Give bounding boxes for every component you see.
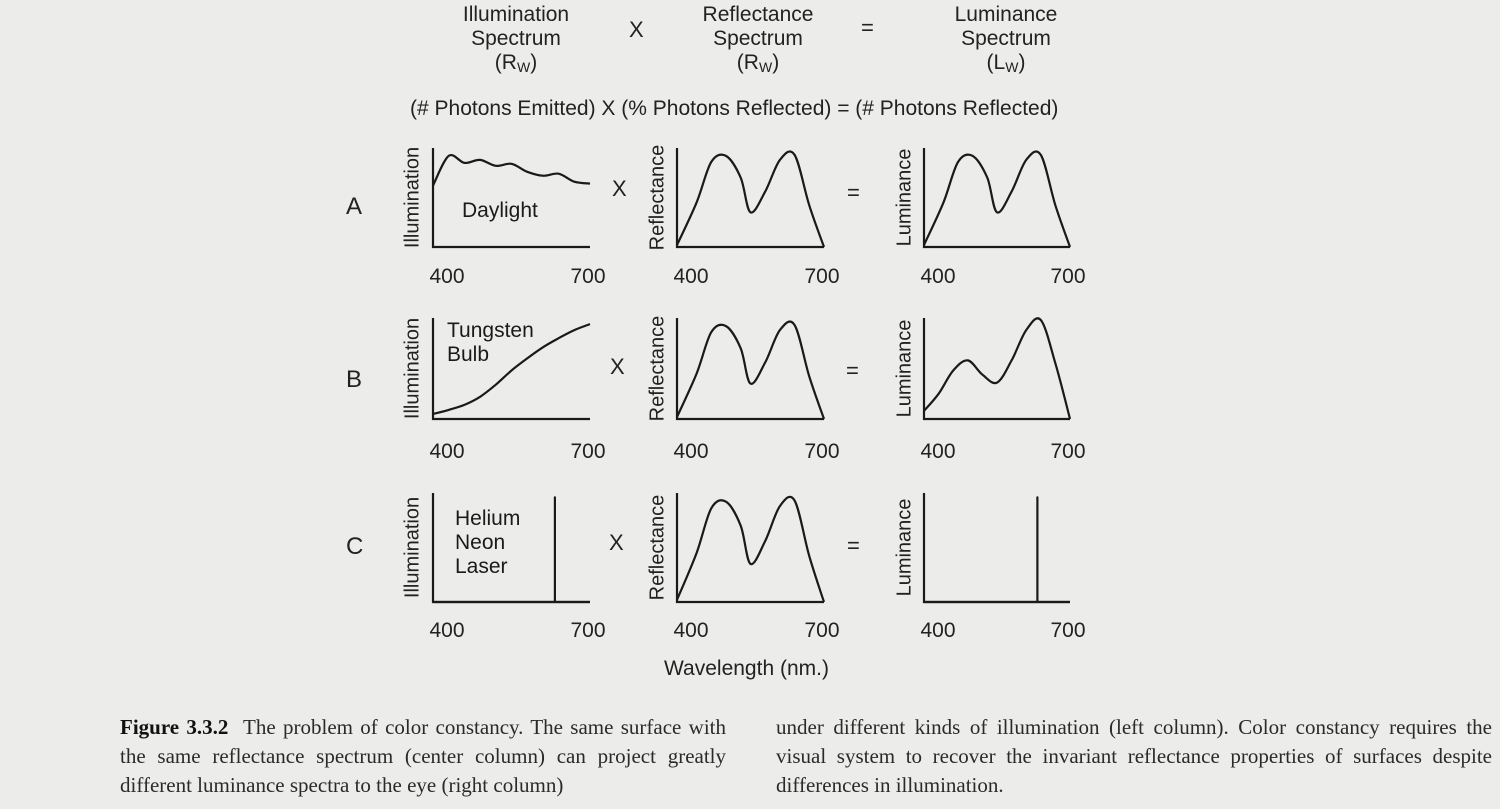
- axes-c-reflectance: [675, 493, 824, 604]
- row-b-equals-operator: =: [846, 358, 859, 383]
- annotation-laser: Laser: [455, 555, 508, 578]
- tick-max-b-luminance: 700: [1050, 440, 1085, 463]
- header-reflectance-spectrum: Reflectance Spectrum (RW): [672, 3, 844, 79]
- header-col2-line1: Reflectance: [702, 3, 814, 26]
- header-col2-symbol: (RW): [736, 51, 780, 75]
- annotation-tungsten: Tungsten: [447, 319, 534, 342]
- tick-max-c-luminance: 700: [1050, 619, 1085, 642]
- tick-min-b-reflectance: 400: [673, 440, 708, 463]
- panel-a-illumination: Illumination 400 700: [401, 147, 605, 288]
- figure-number: Figure 3.3.2: [120, 715, 229, 739]
- tick-min-b-illumination: 400: [429, 440, 464, 463]
- tick-max-c-illumination: 700: [570, 619, 605, 642]
- header-times-operator: X: [629, 17, 644, 42]
- y-label-c-luminance: Luminance: [893, 499, 915, 597]
- axes-a-luminance: [922, 148, 1070, 249]
- tick-min-c-luminance: 400: [920, 619, 955, 642]
- row-label-b: B: [346, 366, 363, 393]
- row-label-c: C: [346, 533, 364, 560]
- row-a-equals-operator: =: [847, 180, 860, 205]
- tick-min-a-reflectance: 400: [673, 265, 708, 288]
- row-label-a: A: [346, 193, 363, 220]
- figure-caption-right: under different kinds of illumination (l…: [776, 715, 1492, 797]
- caption-text-left: The problem of color constancy. The same…: [120, 715, 727, 797]
- x-axis-title: Wavelength (nm.): [664, 657, 829, 680]
- header-col1-symbol: (RW): [494, 51, 538, 75]
- tick-max-c-reflectance: 700: [804, 619, 839, 642]
- y-label-a-reflectance: Reflectance: [646, 145, 668, 251]
- axes-a-reflectance: [675, 148, 824, 249]
- tick-min-c-reflectance: 400: [673, 619, 708, 642]
- y-label-b-luminance: Luminance: [893, 320, 915, 418]
- row-c-times-operator: X: [609, 530, 624, 555]
- tick-min-a-luminance: 400: [920, 265, 955, 288]
- annotation-bulb: Bulb: [447, 343, 490, 366]
- annotation-helium-neon-laser: Helium Neon Laser: [455, 507, 520, 579]
- axes-b-reflectance: [675, 318, 824, 421]
- y-label-b-reflectance: Reflectance: [646, 316, 668, 422]
- header-col1-line1: Illumination: [462, 3, 570, 26]
- axes-c-luminance: [922, 493, 1070, 604]
- annotation-neon: Neon: [455, 531, 506, 554]
- curve-c-illumination: [433, 496, 590, 604]
- tick-min-b-luminance: 400: [920, 440, 955, 463]
- y-label-a-illumination: Illumination: [401, 147, 423, 248]
- annotation-tungsten-bulb: Tungsten Bulb: [447, 319, 534, 367]
- curve-a-luminance: [922, 150, 1072, 248]
- header-col3-line1: Luminance: [954, 3, 1058, 26]
- row-c-equals-operator: =: [847, 533, 860, 558]
- axes-b-illumination: [431, 318, 590, 421]
- tick-min-a-illumination: 400: [429, 265, 464, 288]
- header-col1-line2: Spectrum: [471, 27, 561, 50]
- tick-max-a-reflectance: 700: [804, 265, 839, 288]
- header-col3-line2: Spectrum: [961, 27, 1051, 50]
- curve-b-luminance: [923, 317, 1072, 420]
- curve-c-reflectance: [675, 495, 826, 603]
- tick-min-c-illumination: 400: [429, 619, 464, 642]
- curve-b-reflectance: [675, 320, 826, 420]
- header-equals-operator: =: [861, 15, 874, 40]
- tick-max-b-illumination: 700: [570, 440, 605, 463]
- y-label-a-luminance: Luminance: [893, 149, 915, 247]
- row-a-times-operator: X: [612, 176, 627, 201]
- figure-caption-left: Figure 3.3.2 The problem of color consta…: [120, 713, 726, 800]
- header-col3-symbol: (LW): [986, 51, 1026, 75]
- y-label-b-illumination: Illumination: [401, 318, 423, 419]
- panel-b-illumination: Illumination 400 700: [401, 318, 605, 463]
- annotation-helium: Helium: [455, 507, 521, 530]
- curve-b-illumination: [432, 323, 591, 415]
- annotation-daylight: Daylight: [462, 199, 538, 222]
- row-b-times-operator: X: [610, 354, 625, 379]
- photon-equation: (# Photons Emitted) X (% Photons Reflect…: [410, 97, 1059, 120]
- tick-max-a-luminance: 700: [1050, 265, 1085, 288]
- curve-a-reflectance: [676, 150, 826, 248]
- axes-b-luminance: [922, 318, 1070, 421]
- y-label-c-illumination: Illumination: [401, 497, 423, 598]
- axes-a-illumination: [431, 148, 590, 249]
- header-illumination-spectrum: Illumination Spectrum (RW): [430, 3, 602, 79]
- curve-c-luminance: [924, 496, 1070, 604]
- header-luminance-spectrum: Luminance Spectrum (LW): [920, 3, 1092, 79]
- curve-a-illumination: [432, 153, 591, 187]
- tick-max-b-reflectance: 700: [804, 440, 839, 463]
- header-col2-line2: Spectrum: [713, 27, 803, 50]
- panel-c-illumination: Illumination 400 700: [401, 493, 606, 642]
- tick-max-a-illumination: 700: [570, 265, 605, 288]
- y-label-c-reflectance: Reflectance: [646, 495, 668, 601]
